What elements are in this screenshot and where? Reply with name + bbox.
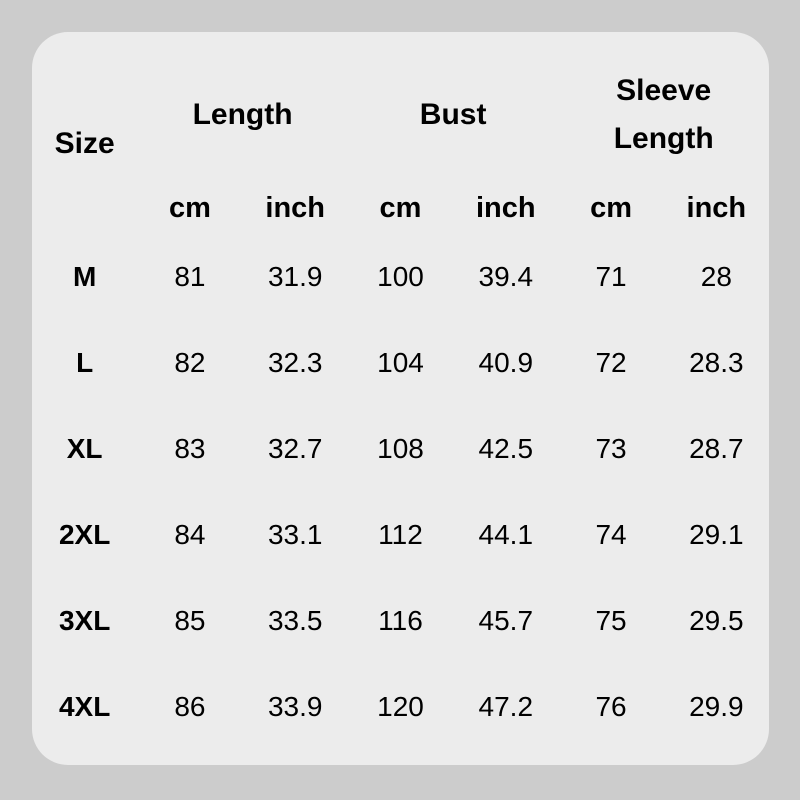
value-cell: 72: [595, 347, 627, 378]
value-cell: 40.9: [478, 347, 534, 378]
value-cell: 28.3: [689, 347, 744, 378]
value-cell: 100: [377, 261, 424, 292]
table-row: 4XL 86 33.9 120 47.2 76 29.9: [32, 664, 769, 750]
table-row: 3XL 85 33.5 116 45.7 75 29.5: [32, 578, 769, 664]
value-cell: 104: [377, 347, 424, 378]
size-cell: L: [76, 347, 94, 378]
table-row: 2XL 84 33.1 112 44.1 74 29.1: [32, 492, 769, 578]
value-cell: 32.7: [267, 433, 323, 464]
value-cell: 29.9: [689, 691, 744, 722]
subheader-sleeve-inch: inch: [686, 191, 747, 224]
size-cell: 4XL: [58, 691, 111, 722]
value-cell: 31.9: [267, 261, 323, 292]
value-cell: 73: [595, 433, 627, 464]
size-cell: 2XL: [58, 519, 111, 550]
size-chart-card: Size Length Bust Sleeve Length cm inch c…: [32, 32, 769, 765]
column-group-bust: Bust: [419, 98, 487, 131]
subheader-length-cm: cm: [168, 191, 211, 224]
value-cell: 33.5: [267, 605, 323, 636]
value-cell: 28.7: [689, 433, 744, 464]
subheader-bust-inch: inch: [475, 191, 536, 224]
column-header-size: Size: [54, 127, 115, 160]
value-cell: 42.5: [478, 433, 534, 464]
value-cell: 75: [595, 605, 627, 636]
value-cell: 83: [174, 433, 206, 464]
value-cell: 81: [174, 261, 206, 292]
value-cell: 108: [377, 433, 424, 464]
value-cell: 85: [174, 605, 206, 636]
column-group-sleeve-length-label: Sleeve Length: [613, 74, 714, 155]
column-group-sleeve-length: Sleeve Length: [558, 48, 769, 182]
value-cell: 33.1: [267, 519, 323, 550]
value-cell: 76: [595, 691, 627, 722]
table-row: XL 83 32.7 108 42.5 73 28.7: [32, 406, 769, 492]
size-chart-body: M 81 31.9 100 39.4 71 28 L 82 32.3 104 40.9 72 28.3 XL…: [32, 234, 769, 750]
value-cell: 84: [174, 519, 206, 550]
subheader-bust-cm: cm: [379, 191, 422, 224]
value-cell: 120: [377, 691, 424, 722]
value-cell: 29.5: [689, 605, 744, 636]
table-row: M 81 31.9 100 39.4 71 28: [32, 234, 769, 320]
column-group-length: Length: [192, 98, 293, 131]
value-cell: 39.4: [478, 261, 534, 292]
value-cell: 44.1: [478, 519, 534, 550]
value-cell: 29.1: [689, 519, 744, 550]
value-cell: 112: [378, 519, 423, 550]
value-cell: 33.9: [267, 691, 323, 722]
size-chart-header: Size Length Bust Sleeve Length cm inch c…: [32, 32, 769, 234]
value-cell: 74: [595, 519, 627, 550]
subheader-length-inch: inch: [265, 191, 326, 224]
value-cell: 71: [595, 261, 627, 292]
value-cell: 47.2: [478, 691, 534, 722]
size-cell: 3XL: [58, 605, 111, 636]
value-cell: 86: [174, 691, 206, 722]
value-cell: 28: [700, 261, 732, 292]
size-cell: M: [72, 261, 97, 292]
value-cell: 45.7: [478, 605, 534, 636]
size-cell: XL: [66, 433, 103, 464]
value-cell: 32.3: [267, 347, 323, 378]
table-row: L 82 32.3 104 40.9 72 28.3: [32, 320, 769, 406]
subheader-sleeve-cm: cm: [590, 191, 633, 224]
value-cell: 82: [174, 347, 206, 378]
value-cell: 116: [378, 605, 423, 636]
